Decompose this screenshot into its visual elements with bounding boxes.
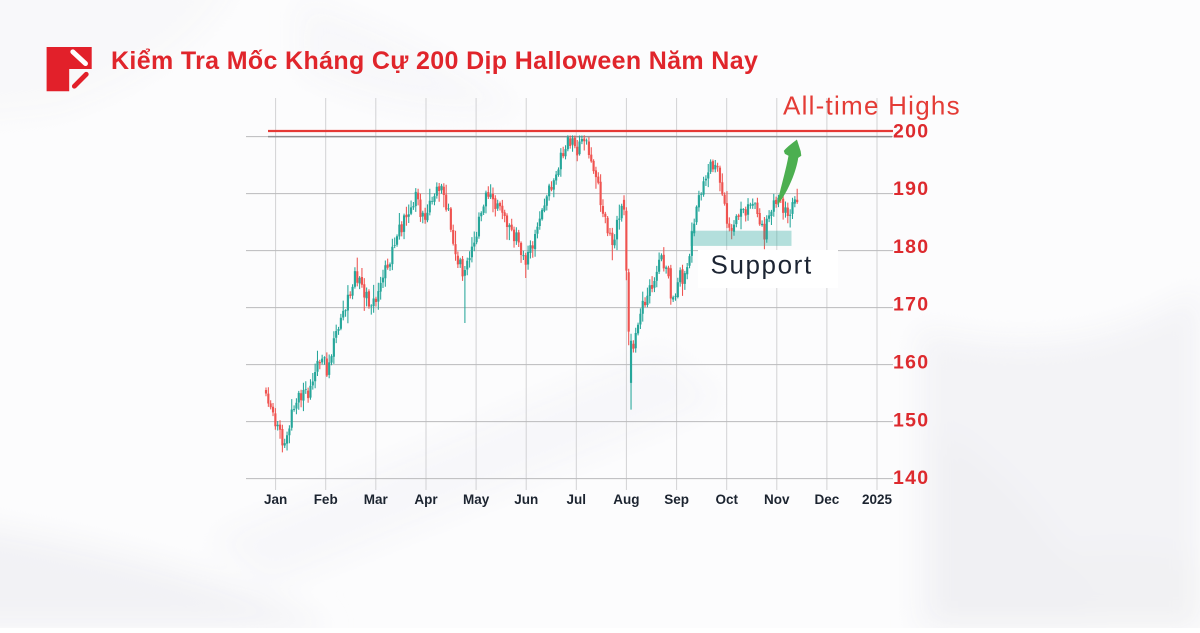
svg-text:Jan: Jan [264,492,287,507]
svg-text:190: 190 [893,178,929,200]
svg-text:Support: Support [711,250,813,280]
svg-text:Kiểm Tra Mốc Kháng Cự 200 Dịp: Kiểm Tra Mốc Kháng Cự 200 Dịp Halloween … [111,47,758,75]
svg-text:200: 200 [893,120,929,142]
svg-text:Jun: Jun [514,492,538,507]
svg-text:140: 140 [893,467,929,489]
svg-text:170: 170 [893,294,929,316]
svg-text:Jul: Jul [567,492,587,507]
svg-text:Nov: Nov [764,492,790,507]
svg-text:160: 160 [893,352,929,374]
svg-text:Dec: Dec [815,492,840,507]
svg-text:150: 150 [893,409,929,431]
svg-text:Feb: Feb [314,492,338,507]
svg-text:May: May [463,492,490,507]
svg-text:All-time Highs: All-time Highs [783,90,961,120]
svg-text:Oct: Oct [715,492,738,507]
svg-text:Sep: Sep [664,492,689,507]
svg-text:Mar: Mar [364,492,389,507]
svg-text:Apr: Apr [414,492,438,507]
svg-text:Aug: Aug [613,492,639,507]
svg-text:2025: 2025 [862,492,893,507]
svg-text:180: 180 [893,236,929,258]
